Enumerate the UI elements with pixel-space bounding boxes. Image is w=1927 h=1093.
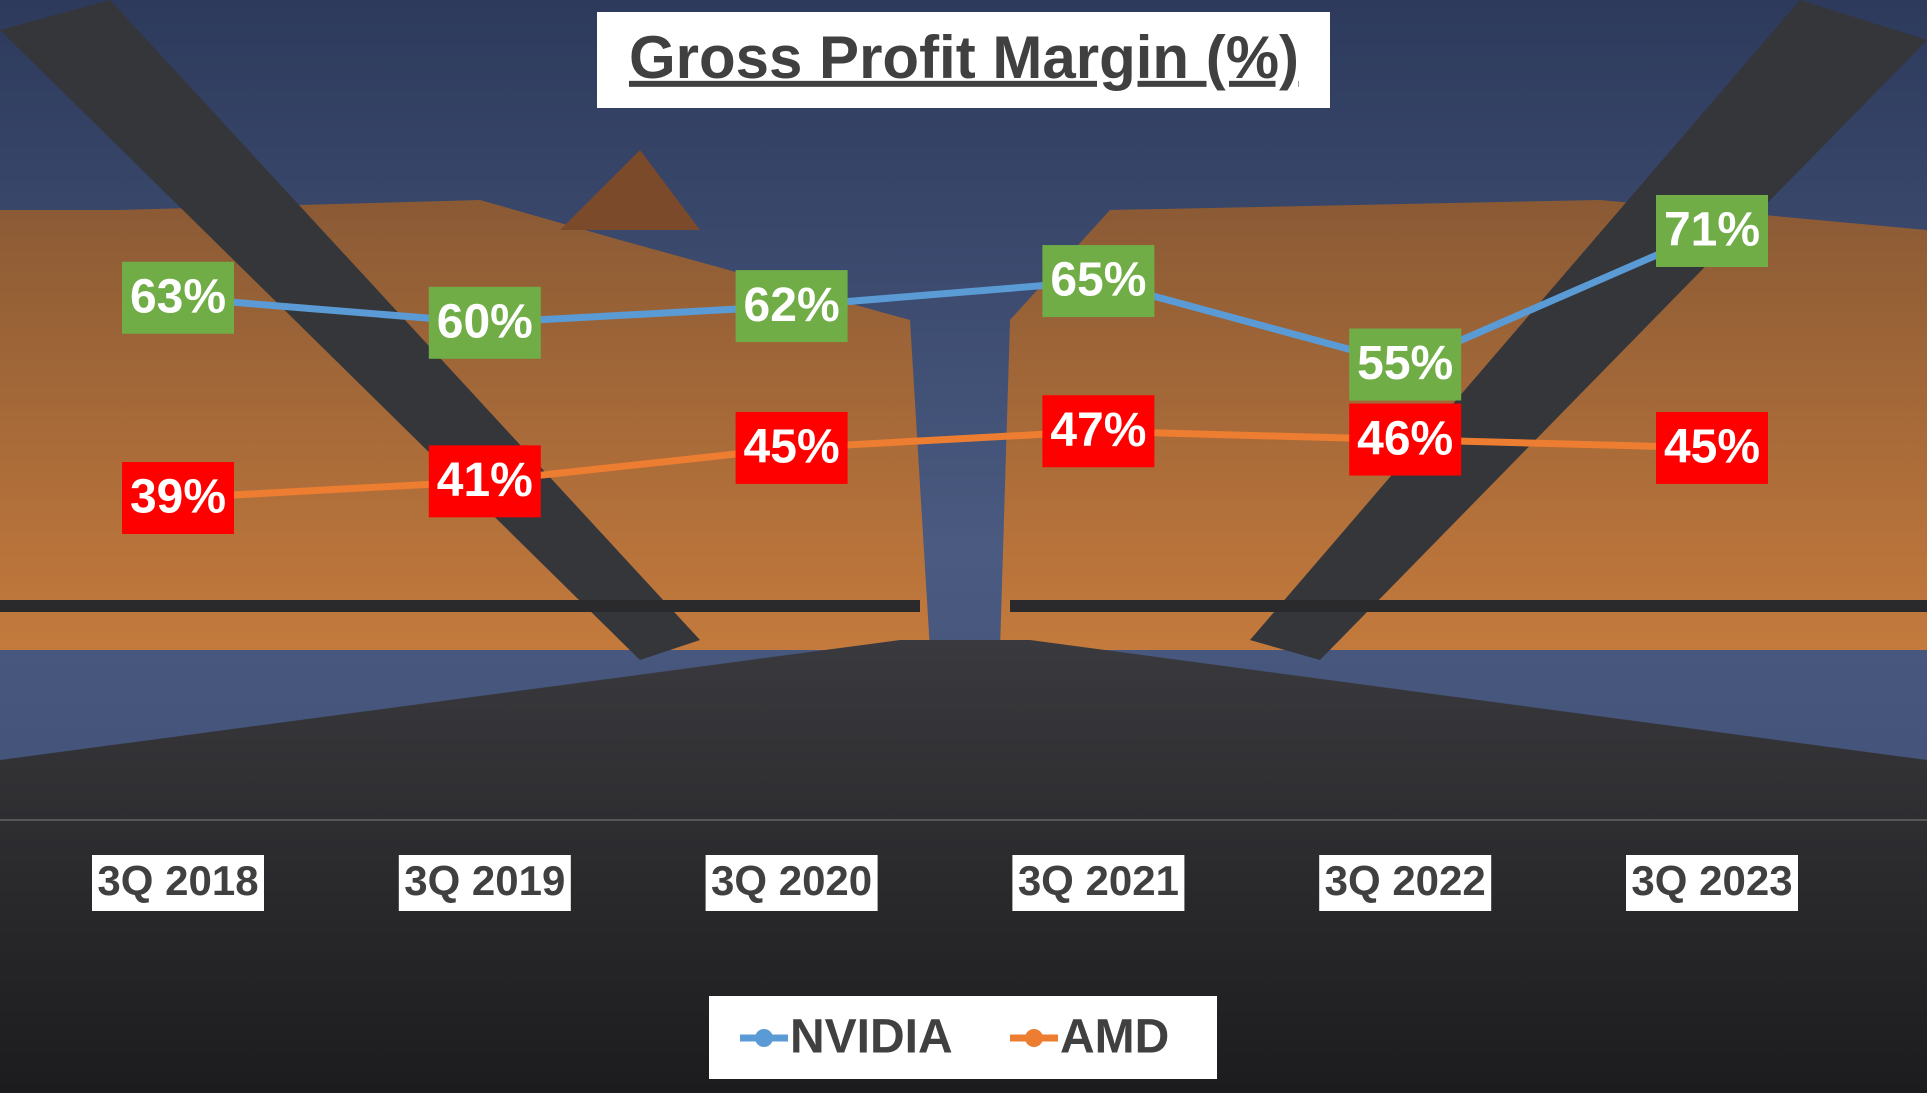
chart-title: Gross Profit Margin (%) — [629, 24, 1299, 91]
data-label: 41% — [437, 454, 533, 507]
data-label: 46% — [1357, 412, 1453, 465]
x-tick-label: 3Q 2019 — [404, 857, 565, 904]
data-label-box — [122, 261, 234, 334]
data-label: 63% — [130, 270, 226, 323]
data-label: 45% — [744, 421, 840, 474]
data-label-box — [1656, 411, 1768, 484]
x-tick-label: 3Q 2022 — [1325, 857, 1486, 904]
data-label: 39% — [130, 471, 226, 524]
legend-label: NVIDIA — [790, 1011, 953, 1064]
data-label-box — [1349, 328, 1462, 401]
data-label-box — [1042, 395, 1155, 468]
x-tick-box — [705, 855, 878, 911]
data-label-box — [735, 270, 848, 343]
x-tick-label: 3Q 2020 — [711, 857, 872, 904]
data-label-box — [1349, 403, 1462, 476]
data-label-box — [428, 286, 541, 359]
data-label: 45% — [1664, 421, 1760, 474]
data-label: 62% — [744, 279, 840, 332]
data-label-box — [735, 411, 848, 484]
x-tick-box — [92, 855, 264, 911]
x-tick-label: 3Q 2023 — [1631, 857, 1792, 904]
x-tick-label: 3Q 2018 — [97, 857, 258, 904]
x-tick-box — [1626, 855, 1798, 911]
data-label-box — [1042, 245, 1155, 318]
legend-marker — [755, 1029, 773, 1047]
data-label: 71% — [1664, 204, 1760, 257]
data-label: 60% — [437, 295, 533, 348]
data-label-box — [1656, 195, 1768, 267]
data-label: 55% — [1357, 337, 1453, 390]
title-box — [597, 12, 1330, 108]
legend-marker — [1025, 1029, 1043, 1047]
legend-label: AMD — [1060, 1011, 1169, 1064]
data-label-box — [122, 462, 234, 534]
data-label: 47% — [1050, 404, 1146, 457]
legend-box — [709, 996, 1217, 1079]
x-tick-box — [1012, 855, 1185, 911]
x-tick-label: 3Q 2021 — [1018, 857, 1179, 904]
x-tick-box — [1319, 855, 1492, 911]
data-label-box — [428, 445, 541, 518]
x-tick-box — [398, 855, 571, 911]
data-label: 65% — [1050, 254, 1146, 307]
